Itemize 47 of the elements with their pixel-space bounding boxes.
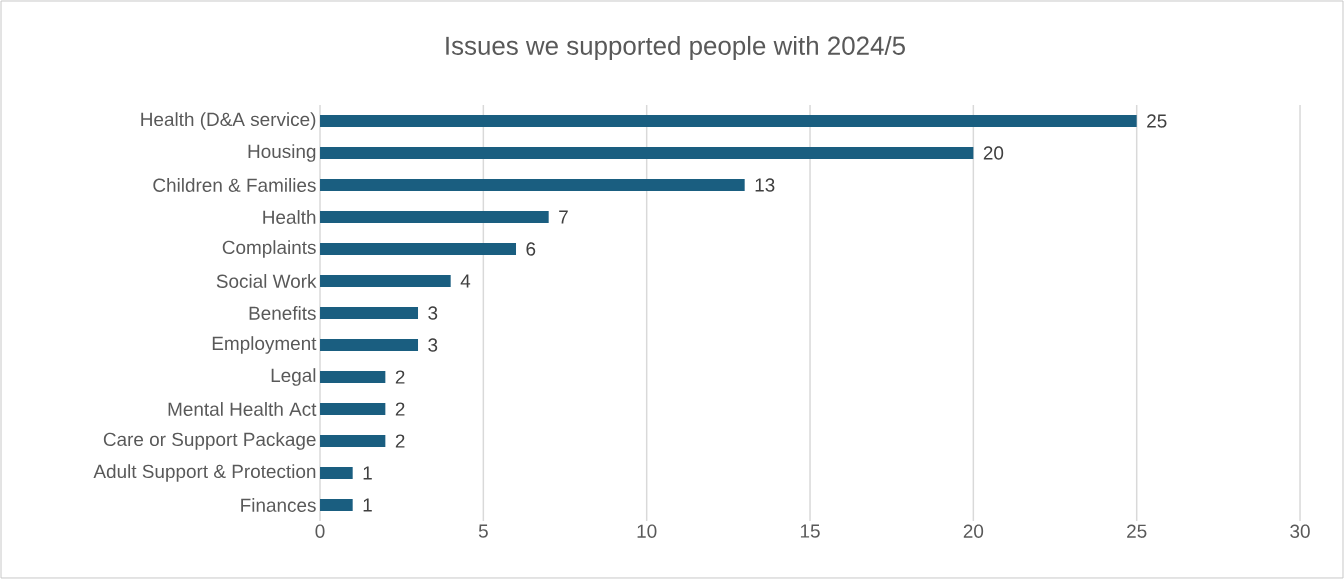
x-tick-label: 20 xyxy=(963,524,984,538)
bar xyxy=(320,466,353,479)
bar xyxy=(320,434,386,447)
data-label: 6 xyxy=(526,242,536,256)
bar xyxy=(320,498,353,511)
y-tick-label: Complaints xyxy=(222,240,316,258)
data-label: 1 xyxy=(363,466,372,480)
data-label: 2 xyxy=(395,434,405,448)
x-tick-label: 30 xyxy=(1290,524,1310,538)
bar xyxy=(320,306,419,319)
data-label: 13 xyxy=(755,178,775,192)
x-tick-label: 0 xyxy=(315,524,325,538)
data-label: 4 xyxy=(460,274,471,288)
data-label: 2 xyxy=(395,370,405,384)
y-tick-label: Housing xyxy=(248,144,316,162)
data-label: 3 xyxy=(428,306,438,320)
bar xyxy=(320,178,745,191)
x-tick-label: 15 xyxy=(800,524,820,538)
bar xyxy=(320,338,419,351)
bar xyxy=(320,402,386,415)
y-tick-label: Care or Support Package xyxy=(103,432,316,450)
x-tick-label: 10 xyxy=(637,524,657,538)
y-tick-label: Mental Health Act xyxy=(168,402,317,416)
bar xyxy=(320,210,549,223)
bar xyxy=(320,274,451,287)
bar xyxy=(320,146,974,159)
y-tick-label: Finances xyxy=(241,498,316,512)
data-label: 7 xyxy=(559,210,568,224)
data-label: 1 xyxy=(363,498,372,512)
bar xyxy=(320,370,386,383)
y-tick-label: Adult Support & Protection xyxy=(93,464,316,482)
chart-title: Issues we supported people with 2024/5 xyxy=(446,35,905,61)
y-tick-label: Legal xyxy=(271,368,316,386)
y-tick-label: Health xyxy=(263,210,316,224)
x-tick-label: 25 xyxy=(1127,524,1147,538)
x-tick-label: 5 xyxy=(478,524,488,538)
y-tick-label: Health (D&A service) xyxy=(141,112,316,130)
data-label: 3 xyxy=(428,338,438,352)
y-tick-label: Benefits xyxy=(249,306,316,320)
y-tick-label: Social Work xyxy=(216,274,317,288)
data-label: 25 xyxy=(1147,114,1167,128)
data-label: 2 xyxy=(395,402,405,416)
bar xyxy=(320,114,1137,127)
bar xyxy=(320,242,517,255)
y-tick-label: Employment xyxy=(212,336,317,354)
y-tick-label: Children & Families xyxy=(153,178,316,192)
data-label: 20 xyxy=(983,146,1004,160)
